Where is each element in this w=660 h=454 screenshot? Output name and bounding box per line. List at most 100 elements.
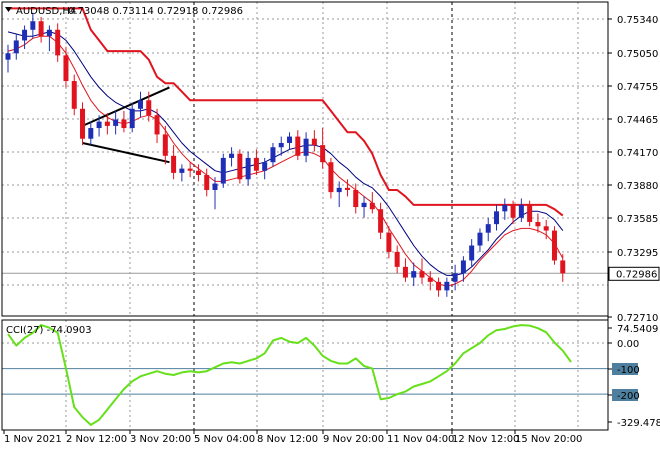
bear-candle[interactable] (162, 134, 168, 156)
cci-tick-label: 0.00 (617, 339, 639, 350)
bear-candle[interactable] (378, 209, 384, 233)
price-tick-label: 0.73585 (617, 214, 658, 225)
cci-grid (2, 320, 608, 430)
bear-candle[interactable] (353, 189, 359, 208)
symbol-header: AUDUSD,H4 0.73048 0.73114 0.72918 0.7298… (5, 6, 243, 17)
time-tick-label: 9 Nov 20:00 (323, 434, 384, 445)
bear-candle[interactable] (320, 145, 326, 163)
time-tick-label: 5 Nov 04:00 (194, 434, 255, 445)
price-tick-label: 0.74465 (617, 115, 658, 126)
bull-candle[interactable] (88, 128, 94, 139)
bull-candle[interactable] (485, 224, 491, 233)
bear-candle[interactable] (311, 138, 317, 146)
bull-candle[interactable] (245, 157, 251, 180)
bull-candle[interactable] (96, 121, 102, 129)
bear-candle[interactable] (535, 222, 541, 227)
bull-candle[interactable] (262, 162, 268, 171)
bull-candle[interactable] (469, 245, 475, 261)
bull-candle[interactable] (270, 147, 276, 163)
bull-candle[interactable] (5, 53, 11, 60)
bear-candle[interactable] (195, 170, 201, 176)
bull-candle[interactable] (179, 168, 185, 173)
bull-candle[interactable] (113, 119, 119, 126)
bear-candle[interactable] (71, 81, 77, 109)
bull-candle[interactable] (46, 29, 52, 37)
bear-candle[interactable] (295, 136, 301, 156)
bear-candle[interactable] (80, 108, 86, 139)
cci-tick-label: 74.5409 (617, 324, 658, 335)
bear-candle[interactable] (510, 204, 516, 218)
time-axis: 1 Nov 2021 2 Nov 12:00 3 Nov 20:00 5 Nov 04… (3, 430, 582, 445)
bear-candle[interactable] (436, 281, 442, 291)
bear-candle[interactable] (394, 251, 400, 267)
bull-candle[interactable] (22, 29, 28, 41)
price-tick-label: 0.73880 (617, 181, 658, 192)
cci-tick-label: -329.4782 (617, 418, 660, 429)
bear-candle[interactable] (419, 271, 425, 278)
price-axis: 0.75340 0.75050 0.74755 0.74465 0.74170 0.738… (608, 15, 658, 324)
bull-candle[interactable] (220, 157, 226, 184)
ohlc-readout: 0.73048 0.73114 0.72918 0.72986 (68, 6, 243, 17)
bull-candle[interactable] (303, 138, 309, 156)
bear-candle[interactable] (55, 29, 61, 56)
bear-candle[interactable] (121, 119, 127, 129)
bear-candle[interactable] (344, 187, 350, 190)
price-tick-label: 0.74755 (617, 82, 658, 93)
trend-line[interactable] (82, 142, 170, 164)
bear-candle[interactable] (427, 277, 433, 282)
bear-candle[interactable] (328, 162, 334, 193)
bull-candle[interactable] (30, 21, 36, 30)
bull-candle[interactable] (518, 204, 524, 218)
time-tick-label: 8 Nov 12:00 (257, 434, 318, 445)
bull-candle[interactable] (361, 202, 367, 208)
time-tick-label: 3 Nov 20:00 (130, 434, 191, 445)
chart-frames (1, 1, 609, 431)
cci-level-badge (612, 389, 638, 401)
bull-candle[interactable] (336, 187, 342, 193)
bear-candle[interactable] (146, 100, 152, 116)
bull-candle[interactable] (477, 232, 483, 246)
bear-candle[interactable] (154, 115, 160, 135)
bear-candle[interactable] (187, 168, 193, 171)
bear-candle[interactable] (551, 230, 557, 261)
cci-axis: 74.5409 0.00 -100 -200 -329.4782 (608, 324, 660, 429)
bull-candle[interactable] (460, 260, 466, 274)
bear-candle[interactable] (38, 21, 44, 37)
price-tick-label: 0.75050 (617, 49, 658, 60)
last-price-marker: 0.72986 (608, 266, 660, 281)
bear-candle[interactable] (253, 157, 259, 171)
bear-candle[interactable] (171, 155, 177, 173)
collapse-triangle-icon[interactable] (5, 7, 12, 12)
trend-line[interactable] (82, 86, 170, 127)
bull-candle[interactable] (494, 211, 500, 225)
bear-candle[interactable] (63, 55, 69, 82)
bull-candle[interactable] (137, 100, 143, 109)
price-tick-label: 0.73295 (617, 248, 658, 259)
fast-moving-average-line (7, 35, 564, 287)
bear-candle[interactable] (104, 121, 110, 126)
bull-candle[interactable] (229, 153, 235, 158)
bear-candle[interactable] (527, 204, 533, 223)
symbol-label: AUDUSD,H4 (16, 6, 76, 17)
bull-candle[interactable] (411, 271, 417, 278)
bull-candle[interactable] (287, 136, 293, 143)
bull-candle[interactable] (444, 281, 450, 291)
indicator-overlays (7, 7, 564, 287)
bull-candle[interactable] (129, 108, 135, 129)
bear-candle[interactable] (543, 226, 549, 231)
price-tick-label: 0.72710 (617, 313, 658, 324)
bull-candle[interactable] (502, 204, 508, 212)
bull-candle[interactable] (212, 183, 218, 190)
bull-candle[interactable] (452, 273, 458, 282)
bull-candle[interactable] (13, 40, 19, 54)
bear-candle[interactable] (237, 153, 243, 180)
bull-candle[interactable] (278, 142, 284, 148)
bear-candle[interactable] (204, 175, 210, 190)
bear-candle[interactable] (369, 202, 375, 210)
bear-candle[interactable] (386, 232, 392, 252)
bear-candle[interactable] (402, 266, 408, 278)
bear-candle[interactable] (560, 260, 566, 274)
